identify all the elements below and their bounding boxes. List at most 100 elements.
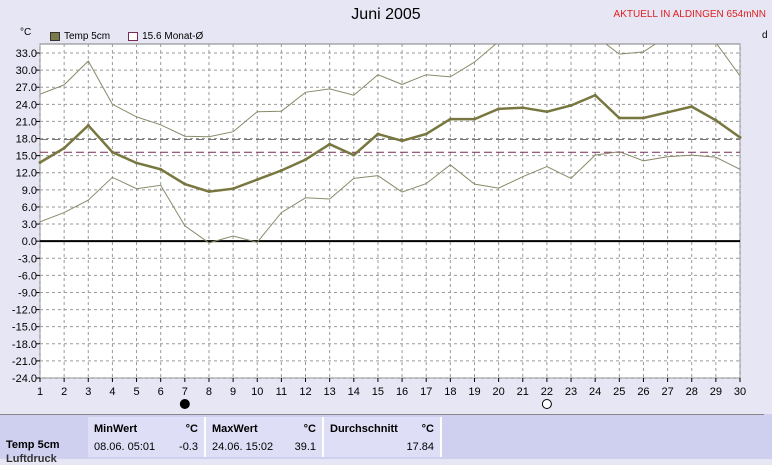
x-tick-label: 8 xyxy=(206,386,212,398)
y-axis-unit: °C xyxy=(20,27,32,38)
y-tick-label: -15.0 xyxy=(12,322,37,334)
right-axis-unit: d xyxy=(762,30,768,41)
data-point xyxy=(352,153,356,157)
legend-label-temp: Temp 5cm xyxy=(64,31,111,42)
data-point xyxy=(690,105,694,109)
avg-cell: Durchschnitt °C 17.84 xyxy=(324,417,442,457)
x-tick-label: 7 xyxy=(182,386,188,398)
location-label: AKTUELL IN ALDINGEN 654mNN xyxy=(613,9,766,20)
min-unit: °C xyxy=(185,423,198,435)
max-unit: °C xyxy=(303,423,316,435)
data-point xyxy=(38,160,42,164)
x-tick-label: 20 xyxy=(492,386,504,398)
y-tick-label: -9.0 xyxy=(18,287,37,299)
x-tick-label: 27 xyxy=(661,386,673,398)
x-tick-label: 16 xyxy=(396,386,408,398)
stats-panel: Temp 5cm Luftdruck MinWert °C 08.06. 05:… xyxy=(0,414,772,465)
y-tick-label: 0.0 xyxy=(22,236,37,248)
y-tick-label: -3.0 xyxy=(18,253,37,265)
avg-unit: °C xyxy=(421,423,434,435)
data-point xyxy=(400,139,404,143)
data-point xyxy=(86,123,90,127)
y-tick-label: -12.0 xyxy=(12,305,37,317)
legend: Temp 5cm 15.6 Monat-Ø xyxy=(50,31,203,42)
y-tick-label: 15.0 xyxy=(16,151,37,163)
x-tick-label: 18 xyxy=(444,386,456,398)
y-tick-label: -18.0 xyxy=(12,339,37,351)
full-moon-icon xyxy=(541,399,552,409)
x-tick-label: 29 xyxy=(710,386,722,398)
x-tick-label: 11 xyxy=(276,386,287,398)
series-line-max xyxy=(40,44,740,138)
data-point xyxy=(569,103,573,107)
new-moon-icon xyxy=(179,399,190,409)
min-header: MinWert xyxy=(94,423,138,435)
data-point xyxy=(666,110,670,114)
x-tick-label: 17 xyxy=(420,386,432,398)
data-point xyxy=(231,187,235,191)
data-point xyxy=(521,106,525,110)
data-point xyxy=(497,107,501,111)
data-point xyxy=(424,132,428,136)
scrollbar[interactable] xyxy=(764,414,772,458)
data-point xyxy=(304,158,308,162)
x-tick-label: 14 xyxy=(348,386,360,398)
stats-row-label-next: Luftdruck xyxy=(6,453,57,465)
series-line-min xyxy=(40,151,740,244)
data-point xyxy=(617,116,621,120)
data-point xyxy=(448,117,452,121)
data-point xyxy=(641,116,645,120)
data-point xyxy=(279,168,283,172)
data-point xyxy=(376,132,380,136)
y-tick-label: -21.0 xyxy=(12,356,37,368)
x-tick-label: 10 xyxy=(251,386,263,398)
y-tick-label: 6.0 xyxy=(22,202,37,214)
y-tick-label: -6.0 xyxy=(18,270,37,282)
chart-title: Juni 2005 xyxy=(351,6,421,23)
data-point xyxy=(207,190,211,194)
x-tick-label: 1 xyxy=(37,386,43,398)
y-tick-label: 21.0 xyxy=(16,116,37,128)
data-point xyxy=(714,118,718,122)
legend-item-monthly-avg: 15.6 Monat-Ø xyxy=(128,31,203,42)
y-tick-label: 3.0 xyxy=(22,219,37,231)
legend-swatch-monthly-avg xyxy=(128,32,139,41)
data-point xyxy=(738,135,742,139)
plot-area xyxy=(39,43,741,379)
x-tick-label: 13 xyxy=(324,386,336,398)
stats-row-label: Temp 5cm xyxy=(6,439,60,451)
avg-value: 17.84 xyxy=(406,441,434,453)
y-tick-label: -24.0 xyxy=(12,373,37,385)
max-date: 24.06. 15:02 xyxy=(212,441,274,453)
data-point xyxy=(159,167,163,171)
min-value: -0.3 xyxy=(179,441,198,453)
y-tick-label: 33.0 xyxy=(16,48,37,60)
x-tick-label: 21 xyxy=(517,386,529,398)
max-value: 39.1 xyxy=(294,441,316,453)
x-tick-label: 12 xyxy=(299,386,311,398)
x-tick-label: 5 xyxy=(133,386,139,398)
data-point xyxy=(593,93,597,97)
x-tick-label: 24 xyxy=(589,386,601,398)
x-tick-label: 28 xyxy=(686,386,698,398)
min-cell: MinWert °C 08.06. 05:01 -0.3 xyxy=(88,417,206,457)
x-tick-label: 23 xyxy=(565,386,577,398)
x-tick-label: 2 xyxy=(61,386,67,398)
data-point xyxy=(110,150,114,154)
y-tick-label: 9.0 xyxy=(22,185,37,197)
data-point xyxy=(545,110,549,114)
avg-header: Durchschnitt xyxy=(330,423,398,435)
min-date: 08.06. 05:01 xyxy=(94,441,156,453)
x-tick-label: 4 xyxy=(109,386,115,398)
max-cell: MaxWert °C 24.06. 15:02 39.1 xyxy=(206,417,324,457)
data-point xyxy=(183,182,187,186)
x-tick-label: 3 xyxy=(85,386,91,398)
legend-swatch-temp xyxy=(50,32,60,41)
data-point xyxy=(472,117,476,121)
x-tick-label: 22 xyxy=(541,386,553,398)
data-point xyxy=(135,161,139,165)
x-tick-label: 30 xyxy=(734,386,746,398)
x-tick-label: 25 xyxy=(613,386,625,398)
y-tick-label: 27.0 xyxy=(16,82,37,94)
x-tick-label: 9 xyxy=(230,386,236,398)
